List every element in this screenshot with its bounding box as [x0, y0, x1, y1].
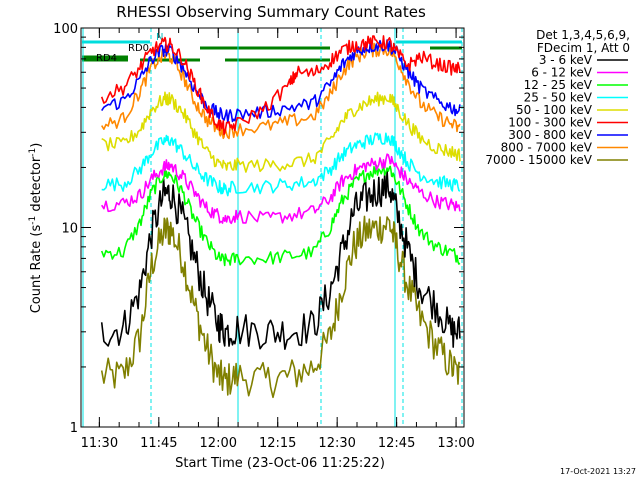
x-tick-label: 11:30 [81, 436, 118, 451]
y-axis-title-sup1: -1 [28, 216, 38, 225]
y-axis-title-mid: detector [29, 156, 44, 216]
x-tick-label: 12:00 [200, 436, 237, 451]
x-tick-label: 13:00 [437, 436, 474, 451]
flag-label: N [156, 32, 163, 43]
legend: Det 1,3,4,5,6,9, FDecim 1, Att 0 3 - 6 k… [485, 28, 630, 167]
legend-label: 3 - 6 keV [539, 53, 593, 67]
legend-label: 25 - 50 keV [524, 91, 593, 105]
flag-bars: N RD0 RD4 [82, 32, 462, 64]
legend-header-2: FDecim 1, Att 0 [537, 41, 630, 55]
series-layer [100, 35, 461, 399]
legend-label: 7000 - 15000 keV [485, 153, 592, 167]
flag-label: RD4 [96, 53, 117, 64]
legend-header-1: Det 1,3,4,5,6,9, [536, 28, 630, 42]
timestamp-stamp: 17-Oct-2021 13:27 [560, 467, 636, 476]
y-axis-title: Count Rate (s-1 detector-1) [28, 143, 44, 314]
orbit-markers [82, 28, 463, 427]
x-tick-label: 12:15 [259, 436, 296, 451]
y-tick-label: 1 [70, 421, 78, 436]
legend-label: 6 - 12 keV [531, 66, 593, 80]
y-tick-label: 100 [53, 22, 78, 37]
y-axis-title-end: ) [29, 143, 44, 148]
legend-label: 50 - 100 keV [516, 103, 593, 117]
legend-label: 100 - 300 keV [508, 116, 592, 130]
series-line [100, 164, 461, 267]
x-tick-label: 11:45 [140, 436, 177, 451]
y-axis-title-main: Count Rate (s [29, 225, 44, 314]
y-axis-title-sup2: -1 [28, 148, 38, 157]
x-tick-label: 12:45 [378, 436, 415, 451]
series-line [100, 170, 461, 350]
legend-label: 12 - 25 keV [524, 78, 593, 92]
series-line [101, 153, 461, 225]
series-line [100, 215, 461, 399]
x-axis: 11:30 11:45 12:00 12:15 12:30 12:45 13:00 [81, 28, 475, 451]
x-axis-title: Start Time (23-Oct-06 11:25:22) [175, 456, 385, 471]
legend-label: 800 - 7000 keV [501, 141, 593, 155]
legend-label: 300 - 800 keV [508, 128, 592, 142]
chart-title: RHESSI Observing Summary Count Rates [116, 3, 426, 21]
series-line [100, 35, 461, 136]
x-tick-label: 12:30 [318, 436, 355, 451]
plot-area: N RD0 RD4 1 10 100 11:30 11:45 12:00 12:15 12:30… [53, 22, 475, 451]
series-line [101, 91, 461, 173]
y-axis: 1 10 100 [53, 22, 464, 436]
flag-label: RD0 [128, 43, 149, 54]
series-line [101, 132, 461, 197]
y-tick-label: 10 [61, 222, 78, 237]
